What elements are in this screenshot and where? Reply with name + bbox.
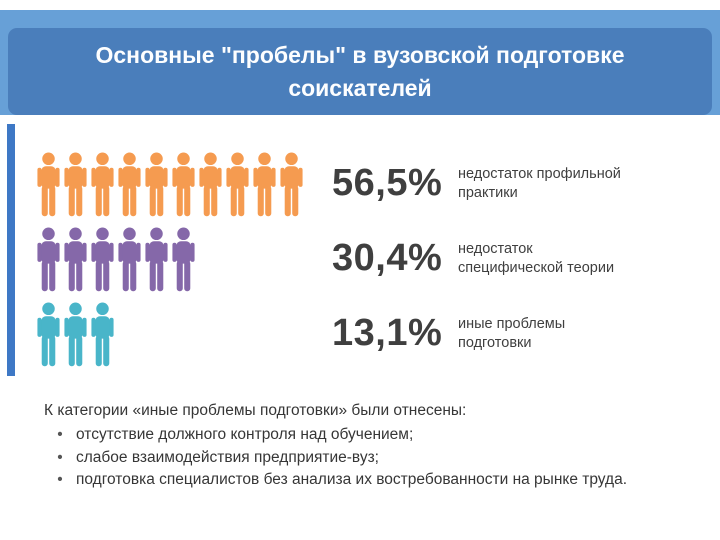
footer-bullet-item: • подготовка специалистов без анализа их … — [44, 469, 694, 491]
person-icon — [225, 150, 250, 219]
person-icon-group — [36, 224, 332, 294]
person-icon — [36, 300, 61, 369]
person-icon — [90, 225, 115, 294]
person-icon — [63, 225, 88, 294]
slide-title-box: Основные "пробелы" в вузовской подготовк… — [8, 28, 712, 115]
footer-intro: К категории «иные проблемы подготовки» б… — [44, 402, 467, 419]
person-icon — [63, 150, 88, 219]
person-icon — [36, 150, 61, 219]
bullet-text: отсутствие должного контроля над обучени… — [76, 426, 414, 444]
person-icon — [63, 300, 88, 369]
pictogram-row: 13,1% иные проблемы подготовки — [36, 296, 702, 371]
accent-stripe — [7, 124, 15, 376]
bullet-marker: • — [57, 471, 63, 489]
person-icon — [144, 225, 169, 294]
percentage-value: 13,1% — [332, 312, 443, 354]
person-icon — [252, 150, 277, 219]
person-icon — [90, 150, 115, 219]
person-icon — [117, 150, 142, 219]
percentage-value: 56,5% — [332, 162, 443, 204]
footer-bullet-item: • отсутствие должного контроля над обучен… — [44, 424, 694, 446]
bullet-marker: • — [57, 426, 63, 444]
person-icon — [36, 225, 61, 294]
bullet-marker: • — [57, 448, 63, 466]
bullet-text: подготовка специалистов без анализа их в… — [76, 471, 628, 489]
category-label: недостаток специфической теории — [458, 241, 615, 276]
pictogram-row: 30,4% недостаток специфической теории — [36, 221, 702, 296]
footer-note: К категории «иные проблемы подготовки» б… — [44, 400, 694, 492]
footer-bullets: • отсутствие должного контроля над обучен… — [44, 424, 694, 491]
footer-bullet-item: • слабое взаимодействия предприятие-вуз; — [44, 447, 694, 469]
pictogram-row: 56,5% недостаток профильной практики — [36, 146, 702, 221]
person-icon — [117, 225, 142, 294]
person-icon — [198, 150, 223, 219]
person-icon — [171, 225, 196, 294]
person-icon — [279, 150, 304, 219]
person-icon-group — [36, 299, 332, 369]
slide-title: Основные "пробелы" в вузовской подготовк… — [95, 42, 625, 101]
person-icon — [90, 300, 115, 369]
person-icon — [144, 150, 169, 219]
pictogram-chart: 56,5% недостаток профильной практики 30,4%… — [36, 146, 702, 371]
person-icon — [171, 150, 196, 219]
percentage-value: 30,4% — [332, 237, 443, 279]
category-label: недостаток профильной практики — [458, 166, 621, 201]
category-label: иные проблемы подготовки — [458, 316, 566, 351]
bullet-text: слабое взаимодействия предприятие-вуз; — [76, 448, 379, 466]
person-icon-group — [36, 149, 332, 219]
